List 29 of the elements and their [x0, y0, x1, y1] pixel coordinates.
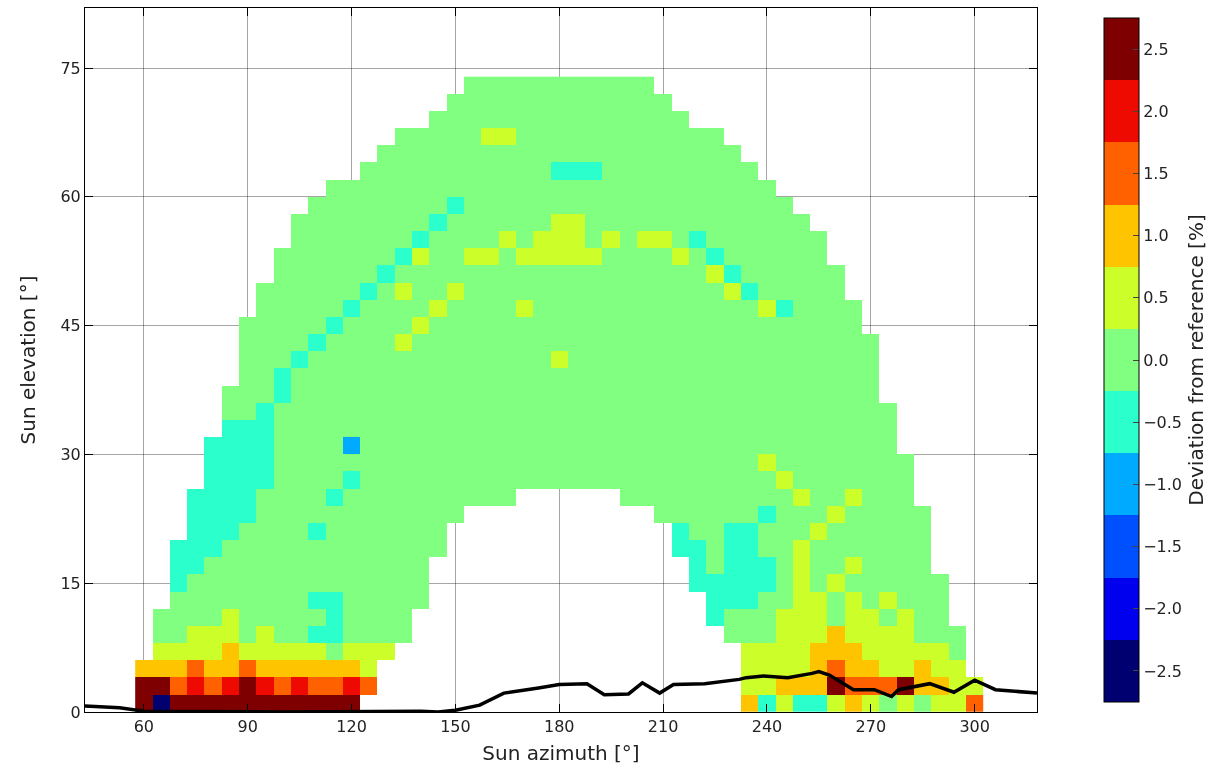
- x-tick-label: 270: [855, 717, 887, 737]
- color-bar-label: 1.0: [1143, 226, 1169, 246]
- color-bar-label: −1.5: [1143, 537, 1183, 557]
- y-tick-label: 30: [60, 445, 81, 465]
- y-axis-title: Sun elevation [°]: [16, 275, 40, 445]
- color-bar-label: −0.5: [1143, 412, 1183, 432]
- y-tick-label: 60: [60, 187, 81, 207]
- x-axis-title: Sun azimuth [°]: [482, 740, 640, 765]
- color-bar-label: 1.5: [1143, 164, 1169, 184]
- y-tick-label: 0: [70, 702, 81, 722]
- color-bar-label: −1.0: [1143, 474, 1183, 494]
- color-bar-label: 2.5: [1143, 39, 1169, 59]
- x-tick-label: 300: [959, 717, 990, 737]
- x-tick-label: 150: [440, 717, 471, 737]
- color-bar-label: 2.0: [1143, 101, 1169, 121]
- y-tick-label: 75: [60, 58, 81, 78]
- x-tick-label: 60: [133, 717, 155, 737]
- x-tick-label: 210: [647, 717, 679, 737]
- color-bar-label: 0.0: [1143, 350, 1169, 370]
- color-bar-label: −2.0: [1143, 599, 1183, 619]
- x-tick-label: 180: [544, 717, 575, 737]
- x-tick-label: 120: [336, 717, 367, 737]
- x-tick-label: 90: [237, 717, 258, 737]
- x-tick-label: 240: [751, 717, 783, 737]
- color-bar-label: −2.5: [1143, 661, 1183, 681]
- y-tick-label: 45: [60, 316, 81, 336]
- y-tick-label: 15: [60, 573, 81, 593]
- color-bar-title: Deviation from reference [%]: [1184, 214, 1209, 506]
- color-bar-label: 0.5: [1143, 288, 1169, 308]
